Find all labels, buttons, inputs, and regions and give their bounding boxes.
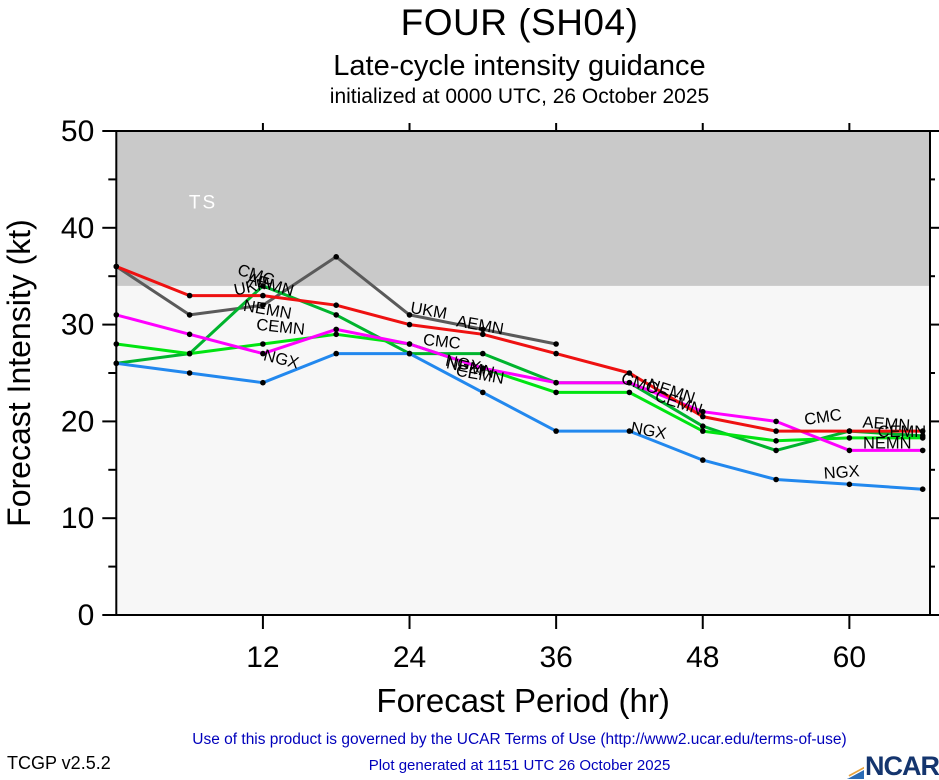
page-subtitle: Late-cycle intensity guidance	[333, 50, 706, 82]
series-marker-NEMN	[919, 447, 926, 454]
series-marker-NEMN	[480, 365, 486, 372]
y-axis-title: Forecast Intensity (kt)	[1, 219, 37, 527]
y-tick-label: 30	[61, 309, 94, 342]
series-marker-NGX	[700, 457, 706, 463]
series-marker-NGX	[846, 481, 853, 488]
y-tick-label: 0	[78, 599, 95, 632]
inline-label-ts-0: TS	[189, 192, 217, 213]
series-marker-CEMN	[846, 435, 853, 441]
inline-label-cemn-5: CEMN	[255, 316, 305, 339]
series-marker-AEMN	[700, 413, 706, 420]
inline-label-ngx-16: NGX	[629, 419, 667, 443]
inline-label-ngx-21: NGX	[823, 462, 860, 482]
series-marker-UKM	[553, 341, 559, 347]
series-marker-CEMN	[553, 389, 559, 396]
series-marker-NGX	[186, 370, 193, 376]
ts-band	[116, 131, 931, 286]
y-tick-label: 40	[61, 212, 94, 245]
x-tick-label: 36	[539, 641, 572, 674]
series-marker-AEMN	[406, 321, 413, 328]
init-time-label: initialized at 0000 UTC, 26 October 2025	[329, 85, 710, 108]
series-marker-NGX	[406, 350, 413, 357]
series-marker-NEMN	[333, 326, 340, 333]
series-marker-AEMN	[773, 428, 779, 434]
series-marker-AEMN	[333, 302, 340, 309]
y-tick-label: 10	[61, 502, 94, 535]
series-marker-CMC	[773, 447, 779, 454]
inline-label-cmc-17: CMC	[803, 406, 843, 429]
series-line-CMC	[116, 284, 923, 452]
series-marker-CMC	[480, 350, 486, 357]
series-marker-NEMN	[773, 418, 779, 425]
series-marker-CMC	[333, 312, 340, 318]
series-marker-NGX	[626, 428, 633, 434]
ncar-logo-text: NCAR	[865, 751, 939, 780]
series-marker-CEMN	[260, 341, 266, 347]
series-line-AEMN	[115, 265, 923, 433]
ncar-swoosh-icon	[847, 766, 864, 779]
plot-generated-label: Plot generated at 1151 UTC 26 October 20…	[368, 757, 671, 774]
series-marker-NEMN	[846, 447, 853, 454]
x-axis-title: Forecast Period (hr)	[376, 682, 669, 719]
series-marker-UKM	[186, 312, 193, 318]
series-marker-CMC	[700, 423, 706, 430]
series-marker-AEMN	[480, 331, 486, 338]
ncar-logo: NCAR	[846, 743, 939, 780]
series-marker-AEMN	[260, 292, 266, 299]
y-tick-label: 50	[61, 115, 94, 148]
series-marker-NGX	[260, 379, 266, 386]
y-tick-label: 20	[61, 405, 94, 438]
series-marker-UKM	[480, 326, 486, 333]
series-marker-AEMN	[919, 428, 926, 434]
series-marker-CEMN	[186, 350, 193, 357]
series-marker-CEMN	[773, 438, 779, 444]
series-marker-CEMN	[700, 428, 706, 434]
series-line-NGX	[116, 352, 923, 491]
series-marker-NGX	[480, 389, 486, 396]
inline-label-aemn-18: AEMN	[862, 414, 911, 435]
series-marker-NEMN	[626, 379, 633, 386]
x-tick-label: 24	[393, 641, 426, 674]
series-marker-AEMN	[626, 370, 633, 376]
series-marker-UKM	[260, 302, 266, 309]
series-marker-NEMN	[186, 331, 193, 338]
series-marker-NEMN	[553, 379, 559, 386]
tcgp-version-label: TCGP v2.5.2	[7, 753, 111, 773]
series-line-NEMN	[115, 313, 923, 452]
x-tick-label: 60	[833, 641, 866, 674]
series-line-CEMN	[116, 332, 923, 443]
series-marker-NGX	[919, 486, 926, 493]
series-marker-CEMN	[919, 435, 926, 441]
inline-label-cmc-9: CMC	[422, 331, 461, 353]
series-marker-NGX	[333, 350, 340, 357]
x-tick-label: 48	[686, 641, 719, 674]
series-marker-AEMN	[186, 292, 193, 299]
inline-label-cemn-19: CEMN	[878, 423, 927, 441]
series-marker-NEMN	[260, 350, 266, 357]
inline-label-nemn-20: NEMN	[863, 435, 912, 453]
series-marker-CEMN	[626, 389, 633, 396]
page-title: FOUR (SH04)	[400, 2, 639, 43]
series-marker-UKM	[333, 253, 340, 260]
series-marker-NGX	[553, 428, 559, 434]
series-marker-NEMN	[700, 408, 706, 415]
series-marker-CMC	[260, 283, 266, 289]
series-marker-AEMN	[553, 350, 559, 357]
x-tick-label: 12	[246, 641, 279, 674]
series-marker-CEMN	[333, 331, 340, 338]
series-marker-NGX	[773, 476, 779, 483]
terms-of-use-text: Use of this product is governed by the U…	[192, 731, 847, 748]
series-marker-AEMN	[846, 428, 853, 434]
series-marker-UKM	[406, 312, 413, 318]
series-marker-NEMN	[406, 341, 413, 347]
